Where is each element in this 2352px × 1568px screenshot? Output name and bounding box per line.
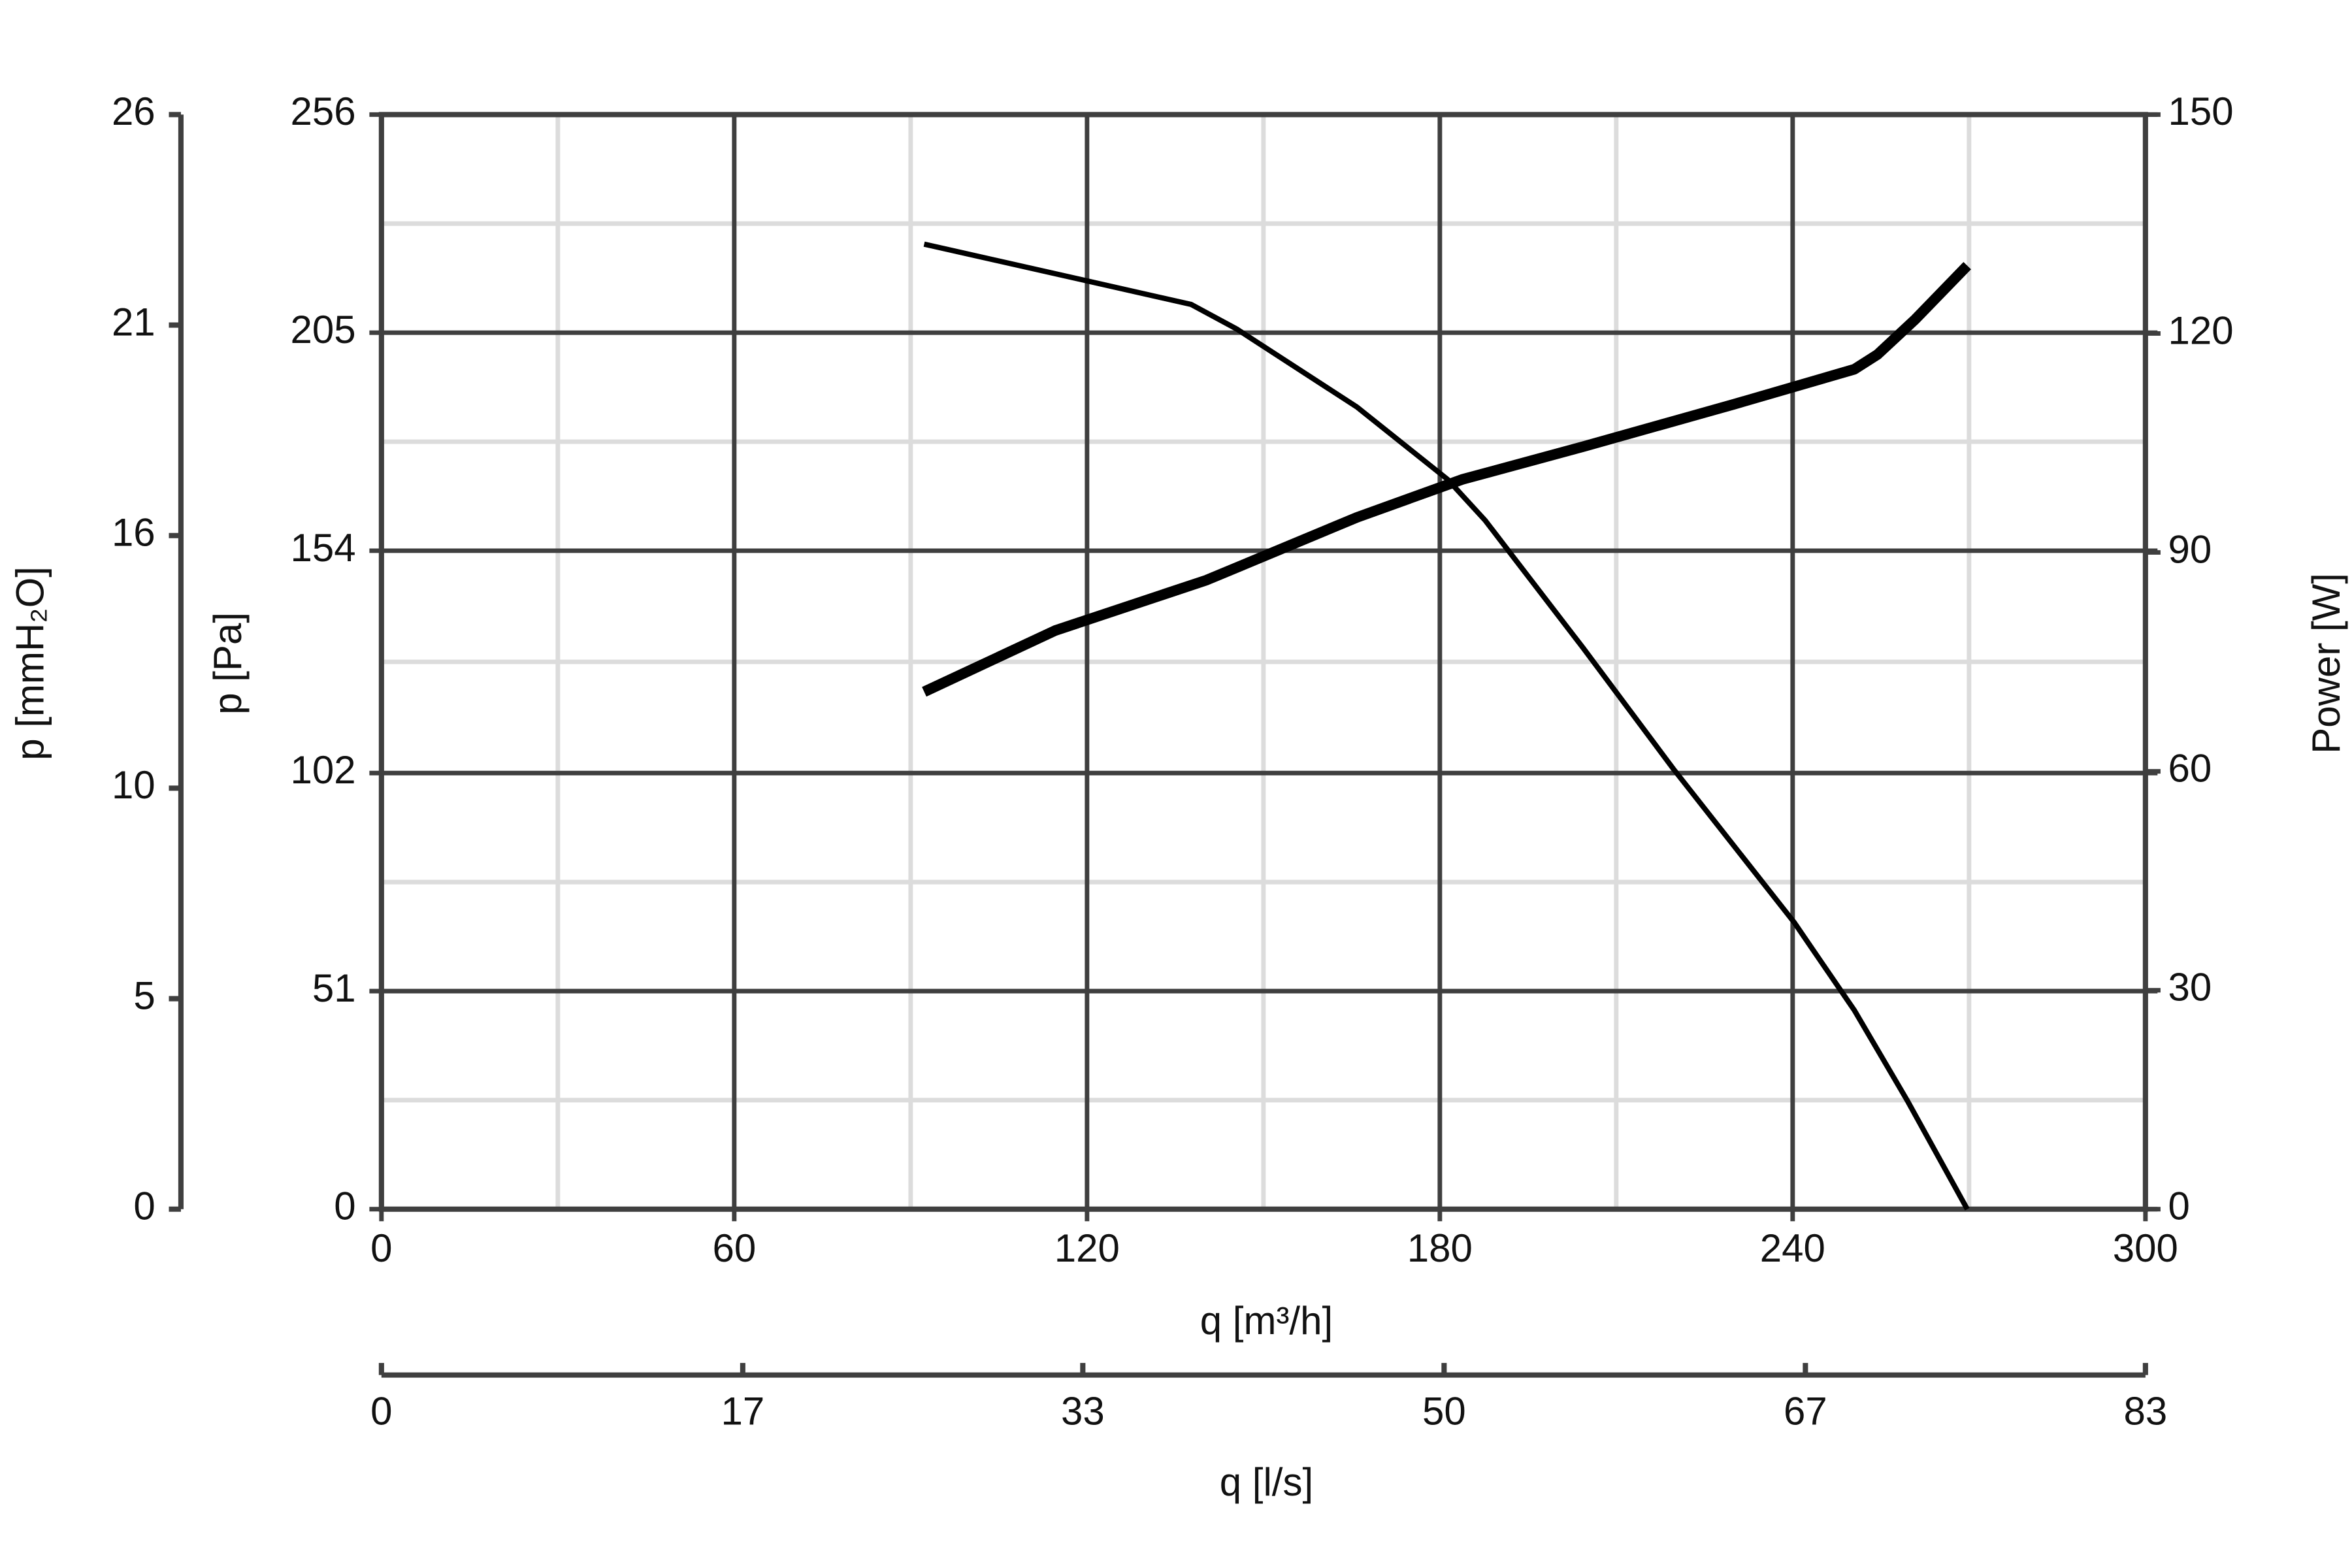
y-tick-label: 256	[291, 90, 356, 133]
y3-tick-label: 16	[112, 511, 155, 555]
y3-tick-label: 26	[112, 90, 155, 133]
y-tick-label: 154	[291, 526, 356, 570]
x2-tick-label: 33	[1061, 1389, 1105, 1433]
y-tick-label: 102	[291, 748, 356, 792]
y3-tick-label: 0	[133, 1184, 155, 1228]
x2-tick-label: 83	[2123, 1389, 2167, 1433]
y-tick-label: 205	[291, 308, 356, 351]
x2-tick-label: 67	[1784, 1389, 1827, 1433]
x-tick-label: 60	[712, 1226, 756, 1270]
y3-tick-label: 10	[112, 763, 155, 807]
x2-tick-label: 0	[370, 1389, 392, 1433]
y2-tick-label: 150	[2168, 90, 2233, 133]
y-axis-title: p [Pa]	[206, 612, 250, 715]
plot-frame	[378, 112, 2148, 1212]
x-tick-label: 300	[2113, 1226, 2178, 1270]
y2-tick-label: 30	[2168, 966, 2212, 1009]
x-tick-label: 180	[1407, 1226, 1473, 1270]
x-tick-label: 240	[1760, 1226, 1825, 1270]
power-curve	[922, 261, 1971, 697]
y-tick-label: 0	[334, 1184, 355, 1228]
x-tick-label: 0	[370, 1226, 392, 1270]
y3-tick-label: 21	[112, 300, 155, 344]
y3-tick-label: 5	[133, 973, 155, 1017]
x2-tick-label: 50	[1422, 1389, 1466, 1433]
y2-axis-title: Power [W]	[2304, 573, 2348, 754]
y-tick-label: 51	[312, 966, 356, 1010]
x2-tick-label: 17	[721, 1389, 764, 1433]
y2-tick-label: 90	[2168, 527, 2212, 571]
y2-tick-label: 0	[2168, 1184, 2189, 1228]
y2-tick-label: 120	[2168, 308, 2233, 352]
x-axis-title: q [m³/h]	[1200, 1299, 1333, 1343]
x-tick-label: 120	[1054, 1226, 1120, 1270]
pressure-curve	[923, 241, 1970, 1211]
y3-axis-title: p [mmH₂O]	[8, 566, 52, 760]
y2-tick-label: 60	[2168, 746, 2212, 790]
x2-axis-title: q [l/s]	[1220, 1460, 1313, 1504]
